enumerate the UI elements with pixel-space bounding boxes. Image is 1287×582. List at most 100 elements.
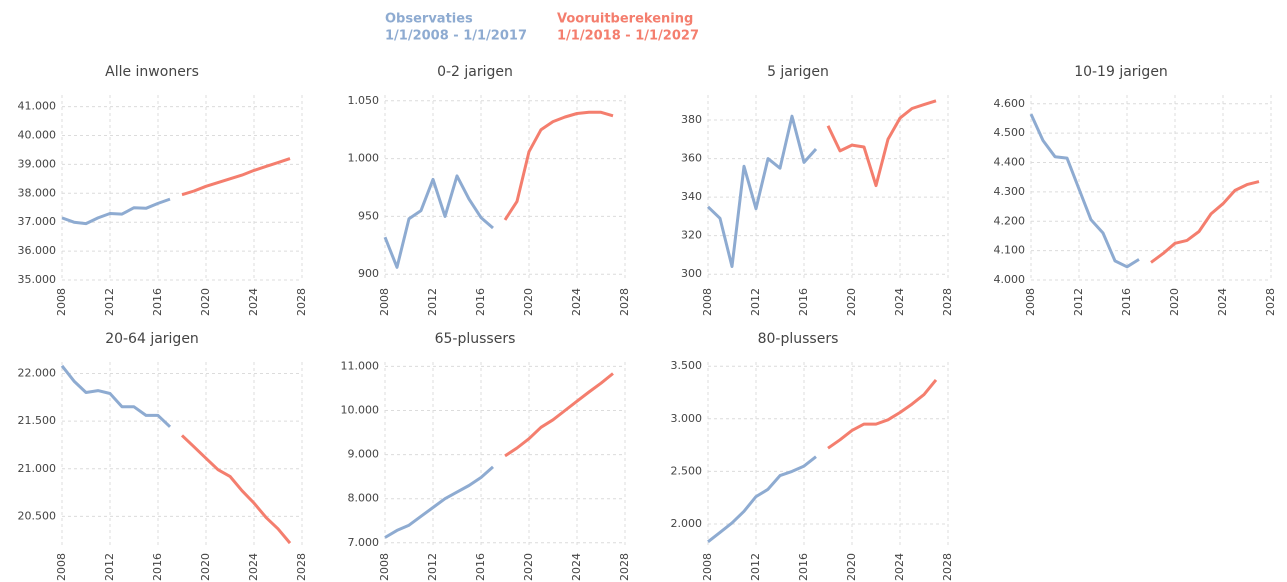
x-tick-label: 2020: [1168, 288, 1181, 316]
x-tick-label: 2028: [941, 288, 954, 316]
x-tick-label: 2020: [522, 288, 535, 316]
chart-title: 65-plussers: [435, 331, 516, 347]
x-tick-label: 2016: [474, 553, 487, 581]
y-tick-label: 36.000: [18, 244, 57, 257]
y-tick-label: 20.500: [18, 509, 57, 522]
x-tick-label: 2008: [378, 288, 391, 316]
y-tick-label: 2.500: [671, 464, 703, 477]
y-tick-label: 340: [681, 190, 702, 203]
y-tick-label: 35.000: [18, 273, 57, 286]
y-tick-label: 1.000: [348, 152, 380, 165]
y-tick-label: 8.000: [348, 492, 380, 505]
series-line: [60, 364, 172, 428]
x-tick-label: 2020: [522, 553, 535, 581]
y-tick-label: 4.000: [994, 273, 1026, 286]
series-line: [503, 110, 614, 221]
x-tick-label: 2028: [1264, 288, 1277, 316]
x-tick-label: 2012: [1072, 288, 1085, 316]
y-tick-label: 4.400: [994, 156, 1026, 169]
series-line: [180, 434, 292, 545]
x-tick-label: 2024: [570, 288, 583, 316]
y-tick-label: 10.000: [341, 404, 380, 417]
y-tick-label: 1.050: [348, 94, 380, 107]
chart-title: 20-64 jarigen: [105, 331, 199, 347]
series-line: [1029, 113, 1140, 269]
x-tick-label: 2008: [55, 553, 68, 581]
series-line: [1150, 180, 1260, 264]
y-tick-label: 2.000: [671, 517, 703, 530]
x-tick-label: 2028: [295, 288, 308, 316]
y-tick-label: 320: [681, 229, 702, 242]
x-tick-label: 2024: [893, 553, 906, 581]
y-tick-label: 300: [681, 267, 702, 280]
x-tick-label: 2016: [151, 553, 164, 581]
x-tick-label: 2012: [749, 288, 762, 316]
x-tick-label: 2016: [474, 288, 487, 316]
legend-period: 1/1/2008 - 1/1/2017: [385, 29, 527, 44]
series-line: [706, 114, 818, 268]
y-tick-label: 41.000: [18, 100, 57, 113]
y-tick-label: 9.000: [348, 448, 380, 461]
y-tick-label: 4.300: [994, 185, 1026, 198]
x-tick-label: 2012: [426, 553, 439, 581]
y-tick-label: 900: [358, 267, 379, 280]
y-tick-label: 4.600: [994, 97, 1026, 110]
series-line: [384, 465, 494, 539]
y-tick-label: 3.000: [671, 412, 703, 425]
chart-title: 10-19 jarigen: [1074, 64, 1168, 80]
y-tick-label: 11.000: [341, 359, 380, 372]
x-tick-label: 2012: [749, 553, 762, 581]
x-tick-label: 2020: [199, 288, 212, 316]
x-tick-label: 2024: [570, 553, 583, 581]
x-tick-label: 2024: [1216, 288, 1229, 316]
x-tick-label: 2016: [797, 553, 810, 581]
series-line: [61, 197, 171, 226]
x-tick-label: 2028: [941, 553, 954, 581]
series-line: [383, 174, 494, 269]
x-tick-label: 2028: [295, 553, 308, 581]
y-tick-label: 37.000: [18, 215, 57, 228]
series-line: [707, 455, 817, 543]
chart-title: 80-plussers: [758, 331, 839, 347]
chart-title: 0-2 jarigen: [437, 64, 513, 80]
x-tick-label: 2012: [426, 288, 439, 316]
y-tick-label: 7.000: [348, 536, 380, 549]
series-line: [181, 157, 291, 197]
legend-name: Observaties: [385, 12, 473, 27]
series-line: [827, 378, 938, 450]
series-line: [504, 372, 614, 458]
y-tick-label: 950: [358, 209, 379, 222]
legend-name: Vooruitberekening: [557, 12, 693, 27]
x-tick-label: 2016: [1120, 288, 1133, 316]
x-tick-label: 2020: [845, 288, 858, 316]
x-tick-label: 2020: [845, 553, 858, 581]
x-tick-label: 2016: [151, 288, 164, 316]
y-tick-label: 40.000: [18, 128, 57, 141]
x-tick-label: 2028: [618, 553, 631, 581]
series-line: [826, 99, 937, 188]
x-tick-label: 2008: [378, 553, 391, 581]
y-tick-label: 21.500: [18, 414, 57, 427]
x-tick-label: 2012: [103, 288, 116, 316]
y-tick-label: 4.100: [994, 244, 1026, 257]
x-tick-label: 2024: [247, 288, 260, 316]
y-tick-label: 22.000: [18, 366, 57, 379]
y-tick-label: 4.500: [994, 126, 1026, 139]
x-tick-label: 2008: [701, 553, 714, 581]
y-tick-label: 380: [681, 113, 702, 126]
y-tick-label: 4.200: [994, 214, 1026, 227]
x-tick-label: 2020: [199, 553, 212, 581]
y-tick-label: 21.000: [18, 462, 57, 475]
x-tick-label: 2008: [1024, 288, 1037, 316]
y-tick-label: 3.500: [671, 359, 703, 372]
x-tick-label: 2012: [103, 553, 116, 581]
x-tick-label: 2016: [797, 288, 810, 316]
x-tick-label: 2024: [247, 553, 260, 581]
x-tick-label: 2028: [618, 288, 631, 316]
chart-title: Alle inwoners: [105, 64, 199, 80]
x-tick-label: 2024: [893, 288, 906, 316]
x-tick-label: 2008: [55, 288, 68, 316]
y-tick-label: 39.000: [18, 157, 57, 170]
y-tick-label: 360: [681, 152, 702, 165]
